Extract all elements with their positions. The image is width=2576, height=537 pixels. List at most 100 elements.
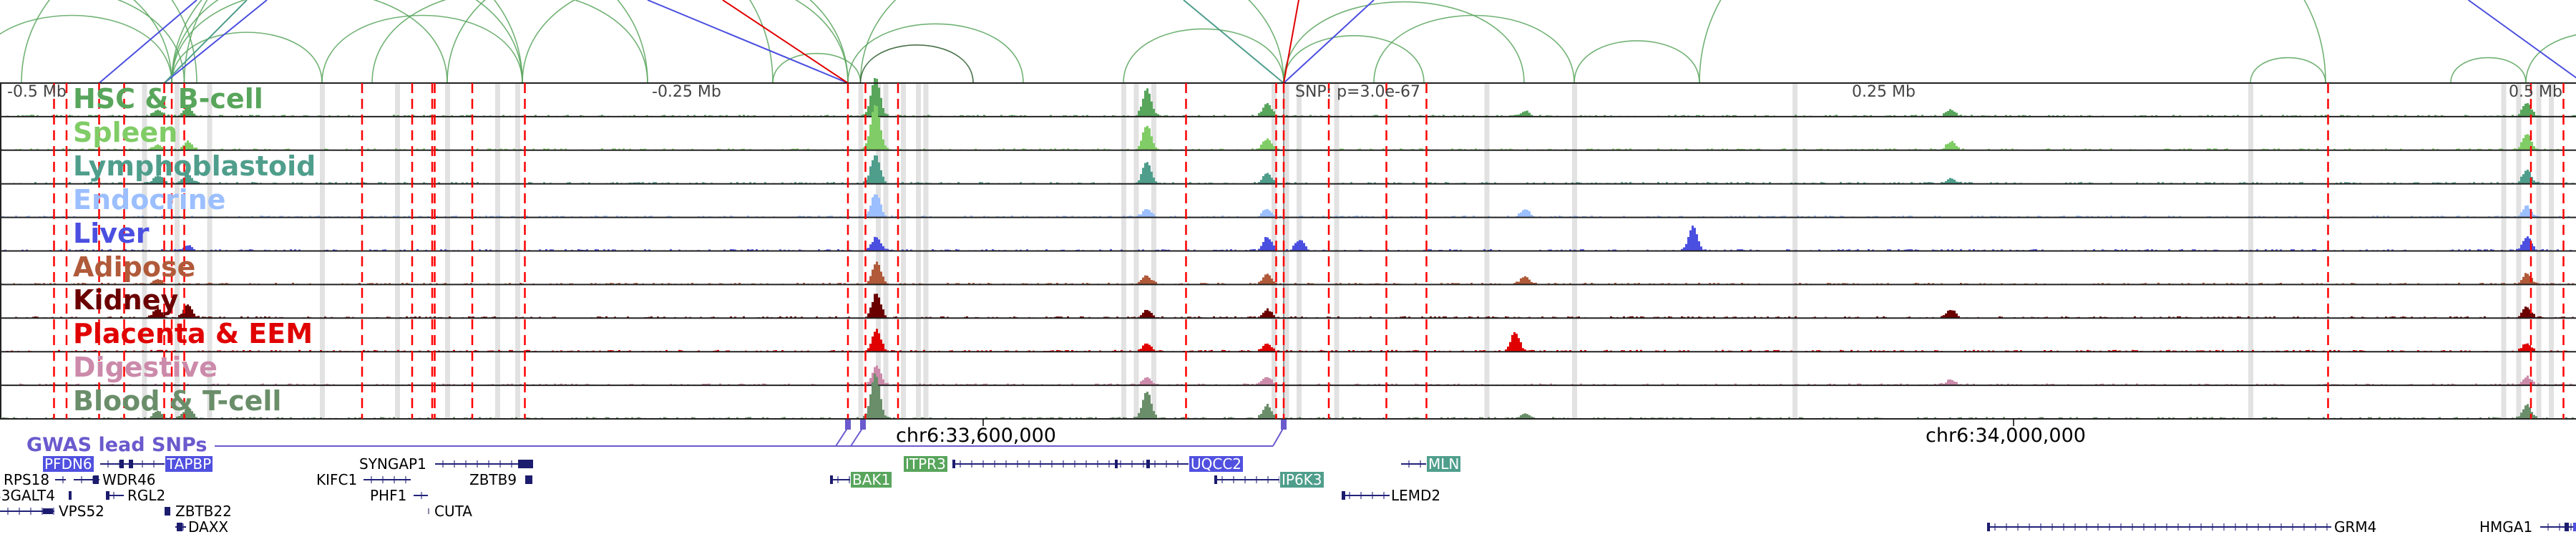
coordinate-label-34m: chr6:34,000,000 bbox=[1926, 425, 2086, 447]
chromatin-loop-arc bbox=[21, 0, 523, 83]
chromatin-loops bbox=[0, 0, 2576, 83]
track-label: Adipose bbox=[73, 251, 196, 283]
exon bbox=[518, 460, 533, 468]
gwas-snp-connectors bbox=[215, 419, 2014, 447]
axis-label-plus-quarter: 0.25 Mb bbox=[1852, 83, 1916, 101]
chromatin-loop-arc bbox=[2525, 34, 2576, 83]
track-label: Liver bbox=[73, 217, 150, 249]
exon bbox=[1342, 491, 1345, 500]
gene-label-bak1[interactable]: BAK1 bbox=[851, 471, 892, 488]
gene-label-phf1[interactable]: PHF1 bbox=[370, 487, 407, 504]
track-label: Placenta & EEM bbox=[73, 318, 313, 350]
gene-structure bbox=[55, 476, 66, 483]
gwas-track-label: GWAS lead SNPs bbox=[26, 434, 208, 456]
exon bbox=[106, 491, 109, 500]
gwas-snp-marker bbox=[860, 420, 866, 430]
gene-structure bbox=[952, 460, 1189, 468]
gene-structure bbox=[414, 492, 428, 499]
gene-label-hmga1[interactable]: HMGA1 bbox=[2479, 518, 2533, 536]
gene-label-vps52[interactable]: VPS52 bbox=[59, 503, 104, 520]
gene-structure bbox=[1342, 492, 1390, 499]
exon bbox=[43, 508, 53, 514]
gwas-connector bbox=[850, 427, 864, 447]
gene-label-rgl2[interactable]: RGL2 bbox=[127, 487, 166, 504]
gene-label-daxx[interactable]: DAXX bbox=[188, 518, 229, 536]
exon bbox=[952, 460, 955, 468]
chromatin-loop-arc bbox=[447, 0, 849, 83]
chromatin-loop-arc bbox=[847, 23, 1024, 83]
gene-label-kifc1[interactable]: KIFC1 bbox=[316, 471, 358, 488]
exon bbox=[2573, 523, 2576, 531]
gwas-snp-marker bbox=[845, 420, 851, 430]
long-range-link bbox=[647, 0, 849, 83]
arc-group bbox=[0, 0, 2576, 83]
gene-label-cuta[interactable]: CUTA bbox=[434, 503, 472, 520]
exon bbox=[129, 460, 133, 468]
chromatin-loop-arc bbox=[1699, 0, 2326, 83]
track-label: Spleen bbox=[73, 116, 178, 148]
gene-label-syngap1[interactable]: SYNGAP1 bbox=[359, 455, 426, 473]
gene-label-wdr46[interactable]: WDR46 bbox=[102, 471, 156, 488]
gene-label-itpr3[interactable]: ITPR3 bbox=[904, 455, 947, 473]
exon bbox=[428, 508, 429, 514]
coordinate-label-33-6m: chr6:33,600,000 bbox=[896, 425, 1056, 447]
chromatin-loop-arc bbox=[171, 32, 323, 83]
chromatin-loop-arc bbox=[0, 14, 172, 83]
gene-label-grm4[interactable]: GRM4 bbox=[2334, 518, 2377, 536]
gene-structure bbox=[364, 476, 411, 483]
gene-structure bbox=[1987, 523, 2331, 531]
exon bbox=[119, 460, 124, 468]
track-label: Digestive bbox=[73, 352, 218, 384]
gene-label-b3galt4[interactable]: B3GALT4 bbox=[0, 487, 55, 504]
gene-structure bbox=[1401, 460, 1426, 468]
axis-label-snp: SNP: p=3.0e-67 bbox=[1295, 83, 1420, 101]
gwas-snp-marker bbox=[1281, 420, 1287, 430]
chromatin-loop-arc bbox=[117, 0, 185, 83]
gene-structure bbox=[106, 492, 124, 499]
signal-tracks bbox=[0, 78, 2576, 420]
long-range-link bbox=[2467, 0, 2576, 79]
chromatin-loop-arc bbox=[132, 0, 172, 83]
chromatin-loop-arc bbox=[2250, 57, 2326, 83]
exon bbox=[1214, 475, 1217, 484]
chromatin-loop-arc bbox=[772, 52, 862, 83]
exon bbox=[1146, 460, 1150, 468]
axis-label-right: 0.5 Mb bbox=[2509, 83, 2562, 101]
track-label: Blood & T-cell bbox=[73, 385, 282, 417]
gene-structure bbox=[1214, 476, 1279, 483]
long-range-link bbox=[163, 0, 248, 83]
long-range-link bbox=[98, 0, 197, 83]
chromatin-loop-arc bbox=[171, 0, 197, 83]
gene-label-tapbp[interactable]: TAPBP bbox=[165, 455, 213, 473]
track-label: Endocrine bbox=[73, 183, 226, 216]
gene-label-zbtb9[interactable]: ZBTB9 bbox=[469, 471, 517, 488]
exon bbox=[93, 475, 99, 484]
exon bbox=[1987, 523, 1990, 531]
gene-label-rps18[interactable]: RPS18 bbox=[4, 471, 50, 488]
chromatin-loop-arc bbox=[1283, 35, 1425, 83]
exon bbox=[177, 523, 182, 531]
exon bbox=[1115, 460, 1118, 468]
axis-label-left: -0.5 Mb bbox=[7, 83, 67, 101]
gene-label-lemd2[interactable]: LEMD2 bbox=[1391, 487, 1441, 504]
gene-structure bbox=[0, 508, 54, 515]
gene-label-ip6k3[interactable]: IP6K3 bbox=[1280, 471, 1324, 488]
snp-marker-lines bbox=[53, 83, 2565, 419]
chromatin-loop-arc bbox=[1123, 28, 1284, 83]
chromatin-loop-arc bbox=[171, 0, 648, 83]
gene-structure bbox=[2540, 523, 2573, 531]
long-range-link bbox=[1283, 0, 1299, 83]
long-range-link bbox=[722, 0, 849, 83]
gwas-connector bbox=[835, 427, 849, 447]
gene-label-mln[interactable]: MLN bbox=[1427, 455, 1461, 473]
exon bbox=[165, 507, 170, 516]
long-range-link bbox=[1283, 0, 1375, 83]
chromatin-loop-arc bbox=[1373, 14, 1575, 83]
chromatin-loop-arc bbox=[183, 0, 774, 83]
gene-label-zbtb22[interactable]: ZBTB22 bbox=[175, 503, 232, 520]
gene-label-pfdn6[interactable]: PFDN6 bbox=[43, 455, 94, 473]
chromatin-loop-arc bbox=[171, 0, 448, 83]
gene-label-uqcc2[interactable]: UQCC2 bbox=[1189, 455, 1244, 473]
long-range-link bbox=[1183, 0, 1284, 83]
